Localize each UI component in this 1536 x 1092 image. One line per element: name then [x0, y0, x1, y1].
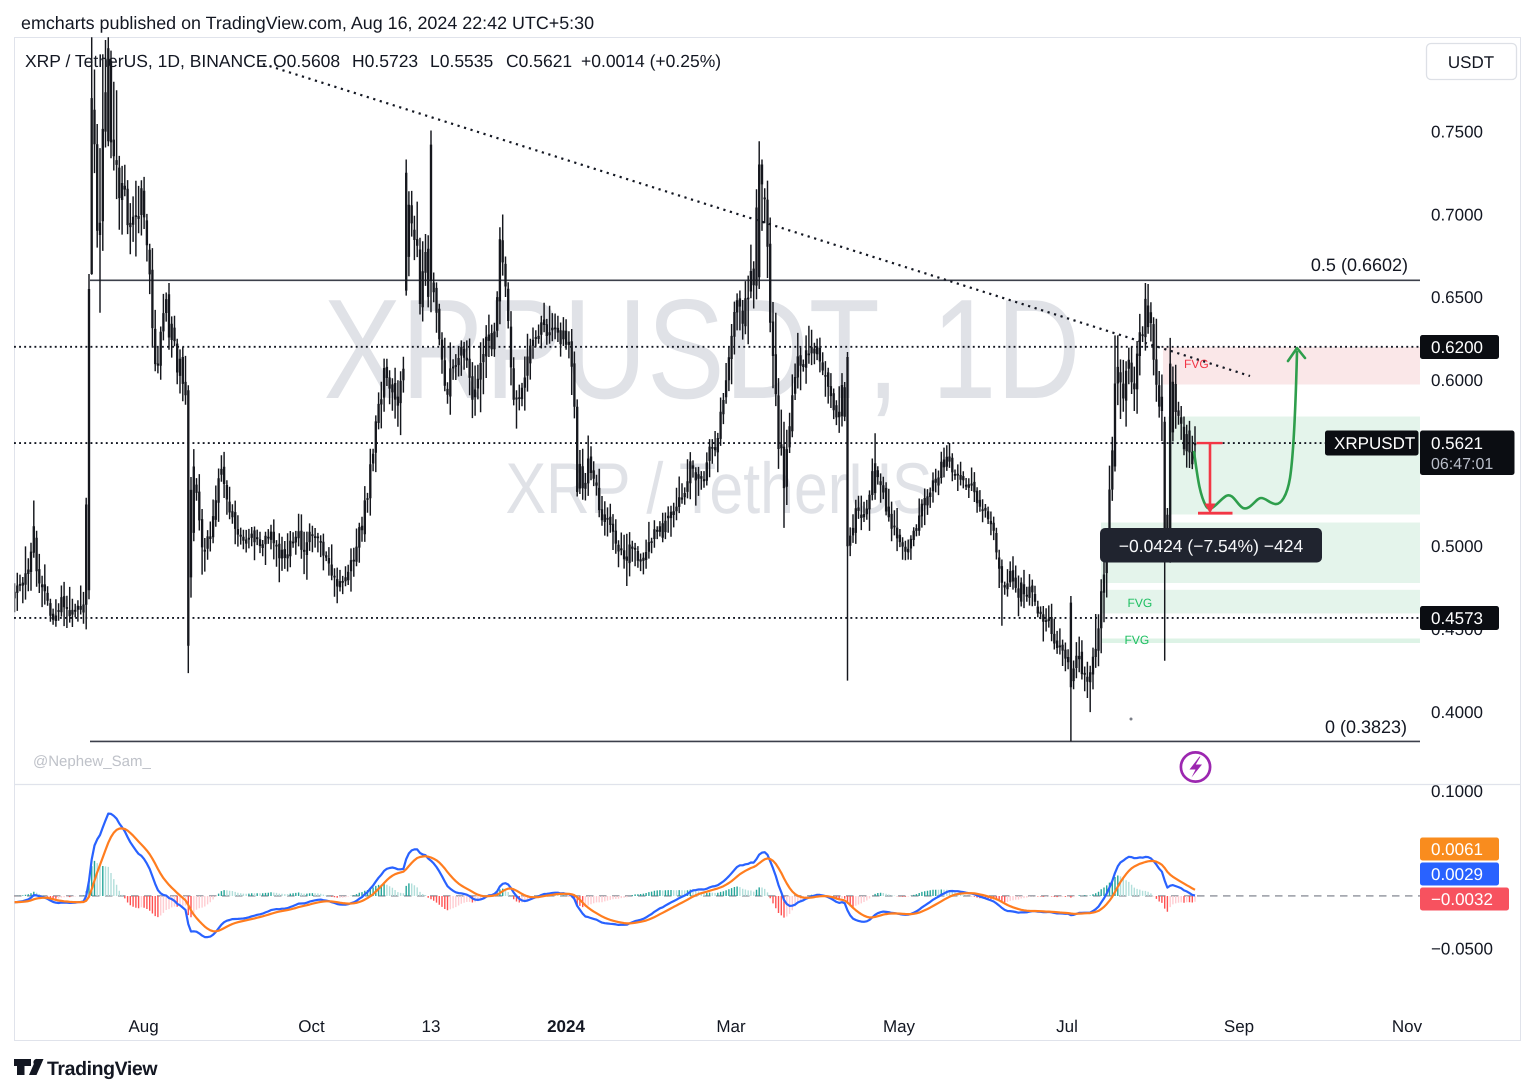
- svg-text:Aug: Aug: [128, 1017, 158, 1036]
- svg-text:USDT: USDT: [1448, 53, 1494, 72]
- svg-text:0.6000: 0.6000: [1431, 371, 1483, 390]
- svg-text:0.0029: 0.0029: [1431, 865, 1483, 884]
- svg-text:0.4000: 0.4000: [1431, 703, 1483, 722]
- svg-text:C0.5621: C0.5621: [506, 51, 572, 71]
- svg-text:H0.5723: H0.5723: [352, 51, 418, 71]
- svg-text:FVG: FVG: [1128, 596, 1153, 610]
- svg-text:@Nephew_Sam_: @Nephew_Sam_: [33, 753, 151, 770]
- svg-text:0.7500: 0.7500: [1431, 122, 1483, 141]
- svg-text:06:47:01: 06:47:01: [1431, 456, 1493, 473]
- svg-text:0.6200: 0.6200: [1431, 338, 1483, 357]
- svg-text:Mar: Mar: [716, 1017, 746, 1036]
- svg-text:0.1000: 0.1000: [1431, 782, 1483, 801]
- svg-text:+0.0014 (+0.25%): +0.0014 (+0.25%): [581, 51, 721, 71]
- svg-text:emcharts published on TradingV: emcharts published on TradingView.com, A…: [21, 13, 594, 33]
- svg-text:FVG: FVG: [1125, 633, 1150, 647]
- svg-text:0.5 (0.6602): 0.5 (0.6602): [1311, 255, 1408, 275]
- svg-text:May: May: [883, 1017, 916, 1036]
- svg-text:−0.0424 (−7.54%) −424: −0.0424 (−7.54%) −424: [1119, 536, 1304, 556]
- svg-text:0.6500: 0.6500: [1431, 288, 1483, 307]
- svg-text:0.5621: 0.5621: [1431, 434, 1483, 453]
- svg-text:Jul: Jul: [1056, 1017, 1078, 1036]
- svg-text:−0.0500: −0.0500: [1431, 940, 1493, 959]
- svg-text:XRP / TetherUS, 1D, BINANCE: XRP / TetherUS, 1D, BINANCE: [25, 51, 268, 71]
- svg-text:TradingView: TradingView: [47, 1058, 158, 1080]
- svg-text:0.4573: 0.4573: [1431, 609, 1483, 628]
- svg-text:0.7000: 0.7000: [1431, 205, 1483, 224]
- svg-text:XRP / TetherUS: XRP / TetherUS: [506, 449, 933, 529]
- svg-text:L0.5535: L0.5535: [430, 51, 493, 71]
- svg-text:Nov: Nov: [1392, 1017, 1423, 1036]
- svg-text:−0.0032: −0.0032: [1431, 890, 1493, 909]
- svg-text:Oct: Oct: [298, 1017, 325, 1036]
- svg-text:2024: 2024: [547, 1017, 585, 1036]
- svg-text:0 (0.3823): 0 (0.3823): [1325, 717, 1407, 737]
- svg-text:0.0061: 0.0061: [1431, 840, 1483, 859]
- svg-text:0.5000: 0.5000: [1431, 537, 1483, 556]
- svg-text:Sep: Sep: [1224, 1017, 1254, 1036]
- svg-text:XRPUSDT: XRPUSDT: [1334, 434, 1415, 453]
- svg-text:13: 13: [422, 1017, 441, 1036]
- svg-text:O0.5608: O0.5608: [273, 51, 340, 71]
- svg-text:FVG: FVG: [1184, 357, 1209, 371]
